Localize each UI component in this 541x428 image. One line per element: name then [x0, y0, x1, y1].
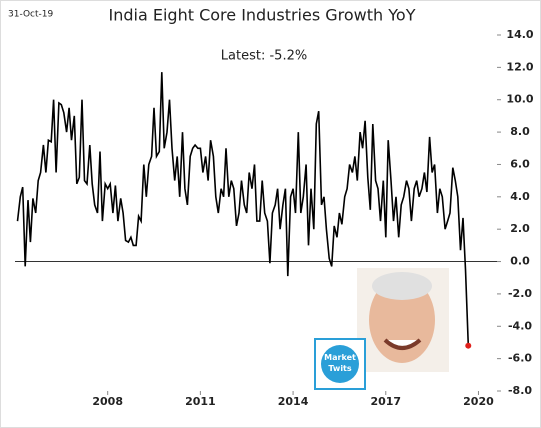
y-tick-label: 12.0: [506, 60, 533, 73]
y-tick-label: -6.0: [508, 352, 532, 365]
y-tick-label: 0.0: [510, 255, 530, 268]
meme-photo: [357, 268, 449, 372]
logo: Market Twits: [314, 338, 366, 390]
y-tick-label: 2.0: [510, 222, 530, 235]
y-tick-label: 14.0: [506, 28, 533, 41]
y-tick-label: -4.0: [508, 319, 532, 332]
date-label: 31-Oct-19: [8, 10, 53, 20]
y-tick-label: 10.0: [506, 93, 533, 106]
logo-box: Market Twits: [324, 353, 356, 373]
x-tick-label: 2020: [463, 395, 494, 408]
y-tick-label: 8.0: [510, 125, 530, 138]
subtitle: Latest: -5.2%: [221, 49, 307, 64]
x-tick-label: 2008: [92, 395, 123, 408]
smile: [383, 338, 422, 350]
y-tick-label: 4.0: [510, 190, 530, 203]
chart-title: India Eight Core Industries Growth YoY: [109, 6, 416, 25]
y-tick-label: -2.0: [508, 287, 532, 300]
logo-text: Market Twits: [324, 353, 356, 373]
logo-circle: [321, 345, 359, 383]
x-tick-label: 2011: [185, 395, 216, 408]
x-tick-label: 2017: [370, 395, 401, 408]
hair: [372, 272, 432, 300]
x-tick-label: 2014: [278, 395, 309, 408]
latest-point: [465, 342, 472, 349]
y-tick-label: -8.0: [508, 384, 532, 397]
y-tick-label: 6.0: [510, 157, 530, 170]
series-line: [16, 72, 470, 346]
